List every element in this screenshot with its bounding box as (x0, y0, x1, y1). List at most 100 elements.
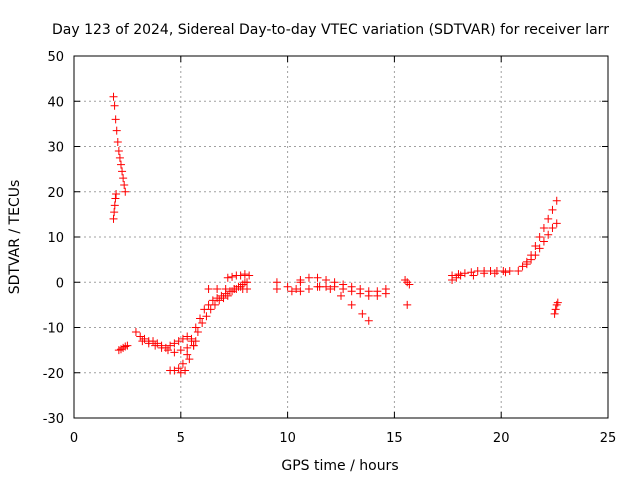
data-point (114, 346, 123, 355)
data-point (322, 275, 331, 284)
data-point (403, 300, 412, 309)
data-point (206, 305, 215, 314)
tick-labels: 0 5 10 15 20 25 -30 -20 -10 0 10 20 30 40 50 (43, 50, 617, 446)
data-point (219, 294, 228, 303)
data-point (183, 350, 192, 359)
data-point (123, 341, 132, 350)
series-arc-14 (401, 275, 414, 309)
data-point (181, 366, 190, 375)
series-arc-19 (550, 298, 562, 318)
data-point (174, 337, 183, 346)
y-tick-label: 10 (47, 231, 64, 246)
chart-title: Day 123 of 2024, Sidereal Day-to-day VTE… (52, 22, 609, 38)
data-point (149, 337, 158, 346)
y-tick-label: 50 (47, 50, 64, 65)
x-tick-label: 5 (177, 431, 185, 446)
data-point (364, 316, 373, 325)
data-point (339, 285, 348, 294)
data-point (518, 262, 527, 271)
data-point (183, 332, 192, 341)
data-point (112, 190, 121, 199)
data-point (131, 328, 140, 337)
y-tick-label: -20 (43, 367, 64, 382)
data-point (272, 278, 281, 287)
data-point (326, 285, 335, 294)
data-point (183, 343, 192, 352)
data-point (548, 205, 557, 214)
data-point (111, 115, 120, 124)
data-point (501, 268, 510, 277)
data-point (544, 230, 553, 239)
data-point (112, 126, 121, 135)
data-point (313, 273, 322, 282)
data-point (315, 282, 324, 291)
y-tick-label: 0 (56, 276, 64, 291)
data-point (401, 275, 410, 284)
series-arc-1 (109, 92, 130, 196)
data-point (552, 219, 561, 228)
data-point (213, 285, 222, 294)
series-arc-17 (514, 196, 561, 275)
data-point (356, 289, 365, 298)
data-point (452, 273, 461, 282)
data-point (347, 287, 356, 296)
data-point (304, 285, 313, 294)
data-point (109, 92, 118, 101)
data-point (215, 296, 224, 305)
data-point (539, 237, 548, 246)
data-point (454, 270, 463, 279)
data-point (347, 300, 356, 309)
data-point (221, 285, 230, 294)
y-tick-label: 20 (47, 186, 64, 201)
data-point (531, 251, 540, 260)
y-tick-label: 40 (47, 95, 64, 110)
data-point (176, 346, 185, 355)
data-point (118, 167, 127, 176)
data-point (514, 266, 523, 275)
data-point (236, 282, 245, 291)
data-point (110, 208, 119, 217)
data-point (121, 187, 130, 196)
data-marks (109, 92, 562, 377)
data-point (116, 160, 125, 169)
data-point (448, 275, 457, 284)
data-point (456, 271, 465, 280)
data-point (505, 266, 514, 275)
data-point (114, 147, 123, 156)
data-point (170, 339, 179, 348)
data-point (228, 272, 237, 281)
data-point (121, 342, 130, 351)
data-point (469, 271, 478, 280)
data-point (522, 260, 531, 269)
series-arc-7 (176, 278, 249, 377)
plot-frame (73, 55, 609, 419)
data-point (236, 271, 245, 280)
series-arc-2 (109, 190, 121, 223)
series-arc-18 (522, 219, 561, 269)
y-axis-title: SDTVAR / TECUs (7, 180, 23, 295)
data-point (157, 343, 166, 352)
data-point (467, 268, 476, 277)
data-point (113, 137, 122, 146)
data-point (240, 270, 249, 279)
y-tick-label: 30 (47, 141, 64, 156)
data-point (198, 318, 207, 327)
data-point (337, 291, 345, 300)
x-tick-label: 10 (279, 431, 296, 446)
y-tick-label: -10 (43, 322, 64, 337)
data-point (548, 223, 557, 232)
data-point (170, 366, 179, 375)
data-point (535, 244, 544, 253)
data-point (185, 355, 194, 364)
series-arc-10 (272, 278, 305, 296)
data-point (151, 341, 160, 350)
data-point (490, 269, 499, 278)
data-point (228, 287, 237, 296)
x-axis-title: GPS time / hours (281, 458, 398, 474)
data-point (245, 271, 254, 280)
series-arc-3 (114, 341, 132, 355)
data-point (111, 194, 120, 203)
data-point (553, 298, 562, 307)
data-point (138, 337, 147, 346)
